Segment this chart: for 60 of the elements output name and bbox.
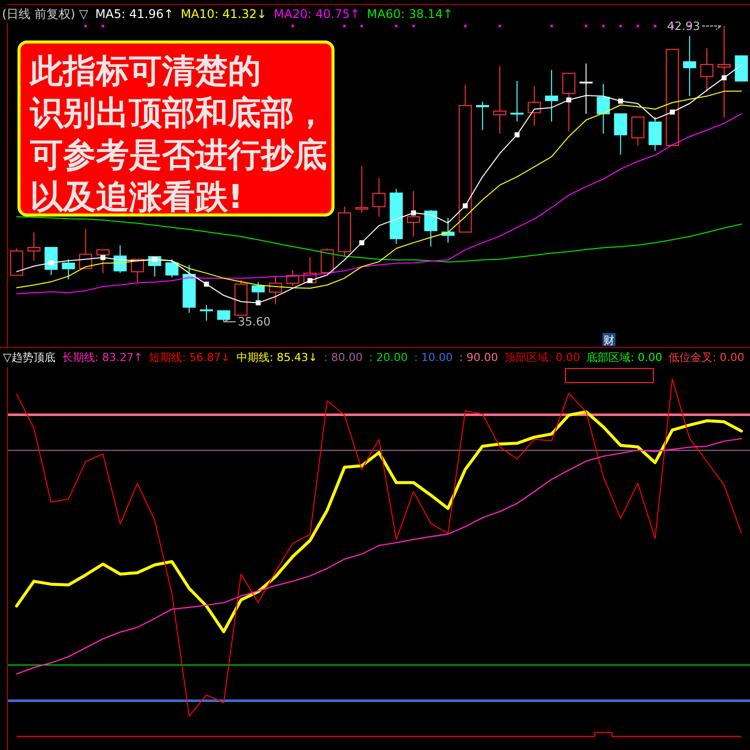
text: MA10: 41.32↓ [180, 7, 267, 21]
text: MA5: 41.96↑ [95, 7, 174, 21]
candlestick [545, 70, 558, 122]
legend-label: 底部区域: 0.00 [586, 351, 662, 364]
point [412, 24, 415, 28]
point [84, 24, 87, 28]
ref-line-label: : 90.00 [459, 351, 498, 364]
candlestick [683, 36, 696, 97]
point [654, 24, 656, 28]
point [619, 24, 622, 28]
text: MA20: 40.75↑ [274, 7, 360, 21]
point [566, 97, 572, 102]
candlestick [355, 165, 368, 214]
point [498, 24, 502, 28]
point [100, 255, 106, 260]
legend-label: 低位金叉: 0.00 [668, 351, 744, 364]
candlestick [718, 26, 731, 118]
text: MA60: 38.14↑ [366, 7, 454, 21]
point [722, 75, 727, 80]
text: 顶部区域: 0.00 [504, 351, 580, 364]
point [584, 24, 588, 28]
candlestick [596, 83, 610, 134]
candlestick [580, 63, 593, 114]
chart-title: (日线 前复权) ▽ [2, 7, 89, 21]
point [395, 24, 398, 28]
ref-line-label: : 80.00 [324, 351, 363, 364]
point [360, 24, 363, 28]
annotation: 35.60 [238, 314, 271, 329]
point [670, 110, 675, 115]
point [550, 24, 553, 28]
point [462, 203, 468, 208]
point [204, 282, 209, 287]
point [256, 300, 261, 306]
point [291, 24, 294, 28]
candlestick [493, 65, 506, 134]
point [636, 24, 640, 28]
candlestick [27, 232, 40, 262]
candlestick [200, 304, 213, 322]
point [343, 24, 346, 28]
text: 长期线: 83.27↑ [62, 351, 143, 364]
ref-line-label: : 10.00 [414, 351, 453, 364]
candlestick [528, 86, 541, 126]
point [464, 24, 467, 28]
point [359, 240, 364, 246]
candlestick [372, 177, 386, 218]
candlestick [700, 48, 714, 92]
ref-line-label: : 20.00 [369, 351, 408, 364]
point [48, 260, 54, 266]
point [618, 98, 624, 104]
point [602, 24, 605, 28]
candlestick [182, 264, 196, 314]
candlestick [476, 101, 490, 131]
chart-title: ▽趋势顶底 [3, 351, 56, 364]
candlestick [406, 190, 420, 238]
point [514, 132, 520, 138]
text: 短期线: 56.87↓ [149, 351, 230, 364]
annotation: 42.93 [667, 19, 700, 33]
text: 中期线: 85.43↓ [236, 351, 318, 364]
point [102, 24, 104, 28]
point [411, 210, 416, 216]
